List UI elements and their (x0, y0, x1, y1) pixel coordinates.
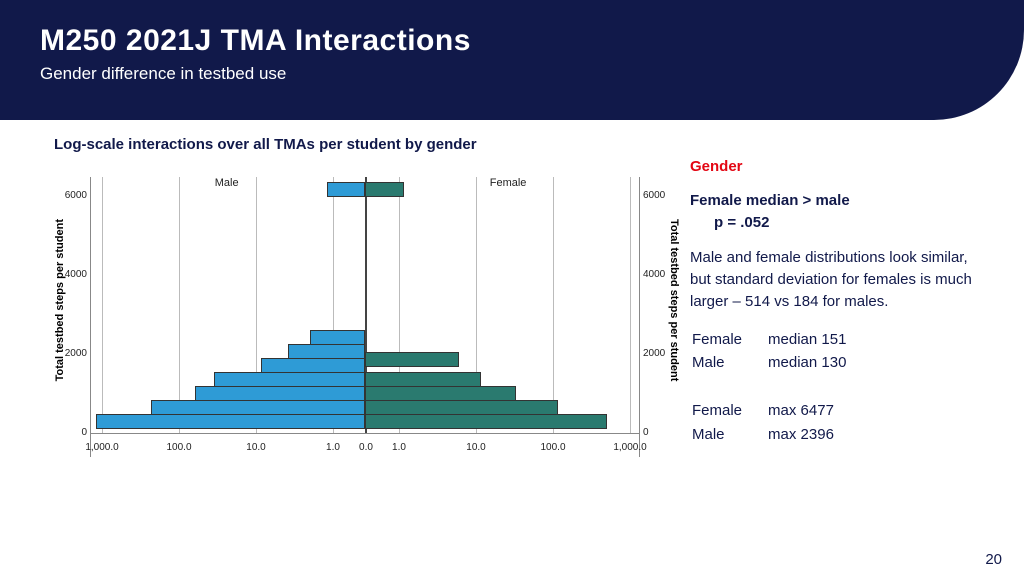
facet-label-female: Female (490, 177, 527, 189)
table-row: Malemax 2396 (692, 424, 858, 446)
y-tick-label: 6000 (61, 190, 87, 201)
table-row: Femalemax 6477 (692, 400, 858, 422)
slide-title: M250 2021J TMA Interactions (40, 24, 984, 58)
max-table: Femalemax 6477 Malemax 2396 (690, 398, 860, 448)
analysis-column: Gender Female median > male p = .052 Mal… (670, 132, 990, 540)
chart-plot-area: MaleFemale002000200040004000600060001,00… (90, 177, 640, 457)
x-tick-label-center: 0.0 (359, 442, 373, 453)
histogram-bar-female (365, 414, 607, 429)
stat-label: Male (692, 424, 766, 446)
histogram-bar-male (151, 400, 366, 415)
y-tick-label: 6000 (643, 190, 669, 201)
histogram-bar-male (195, 386, 366, 401)
histogram-bar-female (365, 400, 558, 415)
median-table: Femalemedian 151 Malemedian 130 (690, 327, 872, 377)
y-tick-label: 2000 (643, 348, 669, 359)
histogram-bar-male (96, 414, 366, 429)
stat-value: max 6477 (768, 400, 858, 422)
headline-text: Female median > male (690, 192, 850, 209)
facet-label-male: Male (215, 177, 239, 189)
x-tick-label: 10.0 (466, 442, 485, 453)
stat-label: Male (692, 352, 766, 374)
histogram-bar-female (365, 386, 516, 401)
y-tick-label: 0 (61, 427, 87, 438)
histogram-bar-female (365, 352, 459, 367)
stat-value: max 2396 (768, 424, 858, 446)
y-tick-label: 4000 (643, 269, 669, 280)
analysis-paragraph: Male and female distributions look simil… (690, 247, 990, 312)
stat-label: Female (692, 400, 766, 422)
x-tick-label: 1,000.0 (85, 442, 118, 453)
slide-header: M250 2021J TMA Interactions Gender diffe… (0, 0, 1024, 120)
histogram-bar-male (214, 372, 365, 387)
table-row: Malemedian 130 (692, 352, 870, 374)
x-tick-label: 1,000.0 (613, 442, 646, 453)
table-row: Femalemedian 151 (692, 329, 870, 351)
x-tick-label: 10.0 (246, 442, 265, 453)
histogram-bar-male (261, 358, 366, 373)
gridline (553, 177, 554, 433)
x-tick-label: 100.0 (166, 442, 191, 453)
gridline (102, 177, 103, 433)
page-number: 20 (985, 551, 1002, 568)
stat-value: median 130 (768, 352, 870, 374)
histogram-bar-male (288, 344, 365, 359)
y-tick-label: 2000 (61, 348, 87, 359)
stat-value: median 151 (768, 329, 870, 351)
histogram-bar-male (327, 182, 366, 197)
stat-label: Female (692, 329, 766, 351)
y-tick-label: 0 (643, 427, 669, 438)
histogram-bar-female (365, 182, 404, 197)
x-tick-label: 1.0 (326, 442, 340, 453)
chart-wrap: Total testbed steps per student Total te… (30, 159, 670, 499)
x-tick-label: 1.0 (392, 442, 406, 453)
chart-column: Log-scale interactions over all TMAs per… (30, 132, 670, 540)
histogram-bar-female (365, 372, 481, 387)
slide-body: Log-scale interactions over all TMAs per… (0, 120, 1024, 540)
gridline (630, 177, 631, 433)
gridline (179, 177, 180, 433)
histogram-bar-male (310, 330, 365, 345)
slide-subtitle: Gender difference in testbed use (40, 64, 984, 84)
p-value: p = .052 (690, 214, 769, 231)
x-tick-label: 100.0 (540, 442, 565, 453)
chart-title: Log-scale interactions over all TMAs per… (54, 136, 670, 153)
y-axis-label-right: Total testbed steps per student (668, 219, 680, 381)
analysis-section-title: Gender (690, 156, 990, 178)
x-axis-baseline (91, 433, 639, 434)
analysis-headline: Female median > male p = .052 (690, 190, 990, 234)
y-tick-label: 4000 (61, 269, 87, 280)
